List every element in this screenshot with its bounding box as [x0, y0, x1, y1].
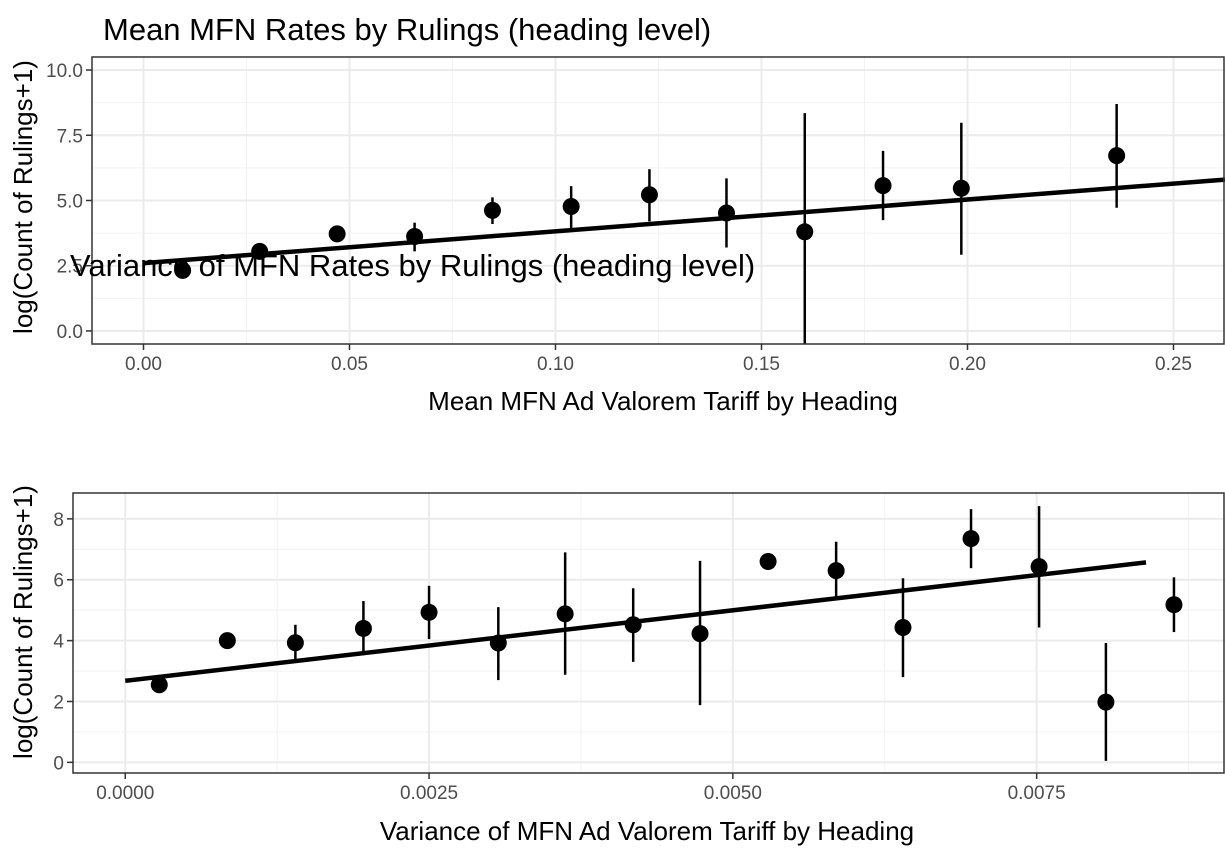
plot-border [72, 492, 1225, 774]
data-point [218, 632, 236, 650]
y-tick-label: 8 [53, 510, 64, 531]
data-point [640, 186, 658, 204]
data-point [1097, 693, 1115, 711]
x-ticks: 0.0000 0.0025 0.0050 0.0075 [96, 773, 1066, 804]
data-point [952, 179, 970, 197]
fit-line [143, 177, 1225, 266]
x-tick-label: 0.10 [537, 354, 574, 375]
x-tick-label: 0.0075 [1008, 783, 1066, 804]
fit-line [124, 560, 1147, 684]
y-tick-label: 4 [53, 632, 64, 653]
data-point [420, 603, 438, 621]
data-marks [124, 506, 1183, 761]
y-tick-label: 2.5 [57, 257, 83, 278]
y-tick-label: 10.0 [46, 61, 83, 82]
x-axis-label: Variance of MFN Ad Valorem Tariff by Hea… [380, 816, 914, 846]
x-tick-label: 0.20 [949, 354, 986, 375]
data-point [874, 177, 892, 195]
y-axis-label: log(Count of Rulings+1) [8, 60, 38, 334]
x-tick-label: 0.15 [743, 354, 780, 375]
data-point [562, 198, 580, 216]
plot-border [91, 56, 1225, 345]
x-tick-label: 0.05 [331, 354, 368, 375]
x-ticks: 0.00 0.05 0.10 0.15 0.20 0.25 [125, 344, 1192, 375]
data-point [174, 261, 192, 279]
data-point [962, 530, 980, 548]
y-tick-label: 0.0 [57, 322, 83, 343]
x-tick-label: 0.0000 [96, 783, 154, 804]
data-point [691, 625, 709, 643]
data-point [894, 619, 912, 637]
data-point [328, 225, 346, 243]
x-tick-label: 0.0025 [400, 783, 458, 804]
data-point [1108, 147, 1126, 165]
y-axis-label: log(Count of Rulings+1) [8, 485, 38, 759]
data-point [796, 223, 814, 241]
data-point [150, 676, 168, 694]
data-point [556, 605, 574, 623]
x-tick-label: 0.00 [125, 354, 162, 375]
data-point [483, 201, 501, 219]
y-tick-label: 5.0 [57, 192, 83, 213]
y-tick-label: 7.5 [57, 126, 83, 147]
y-ticks: 0 2 4 6 8 [53, 510, 73, 774]
chart-title: Variance of MFN Rates by Rulings (headin… [70, 248, 755, 283]
gridlines [73, 493, 1225, 773]
y-tick-label: 0 [53, 753, 64, 774]
data-point [286, 634, 304, 652]
x-tick-label: 0.0050 [704, 783, 762, 804]
gridlines [92, 57, 1225, 344]
data-point [354, 619, 372, 637]
x-axis-label: Mean MFN Ad Valorem Tariff by Heading [428, 386, 898, 416]
data-point [1030, 558, 1048, 576]
mean-mfn-panel: Mean MFN Rates by Rulings (heading level… [8, 12, 1225, 416]
y-tick-label: 6 [53, 571, 64, 592]
data-point [1165, 596, 1183, 614]
variance-mfn-panel: Variance of MFN Rates by Rulings (headin… [8, 248, 1225, 846]
data-point [759, 552, 777, 570]
x-tick-label: 0.25 [1155, 354, 1192, 375]
y-ticks: 0.0 2.5 5.0 7.5 10.0 [46, 61, 92, 343]
chart-title: Mean MFN Rates by Rulings (heading level… [103, 12, 711, 47]
data-point [827, 562, 845, 580]
y-tick-label: 2 [53, 692, 64, 713]
data-marks [143, 103, 1225, 344]
